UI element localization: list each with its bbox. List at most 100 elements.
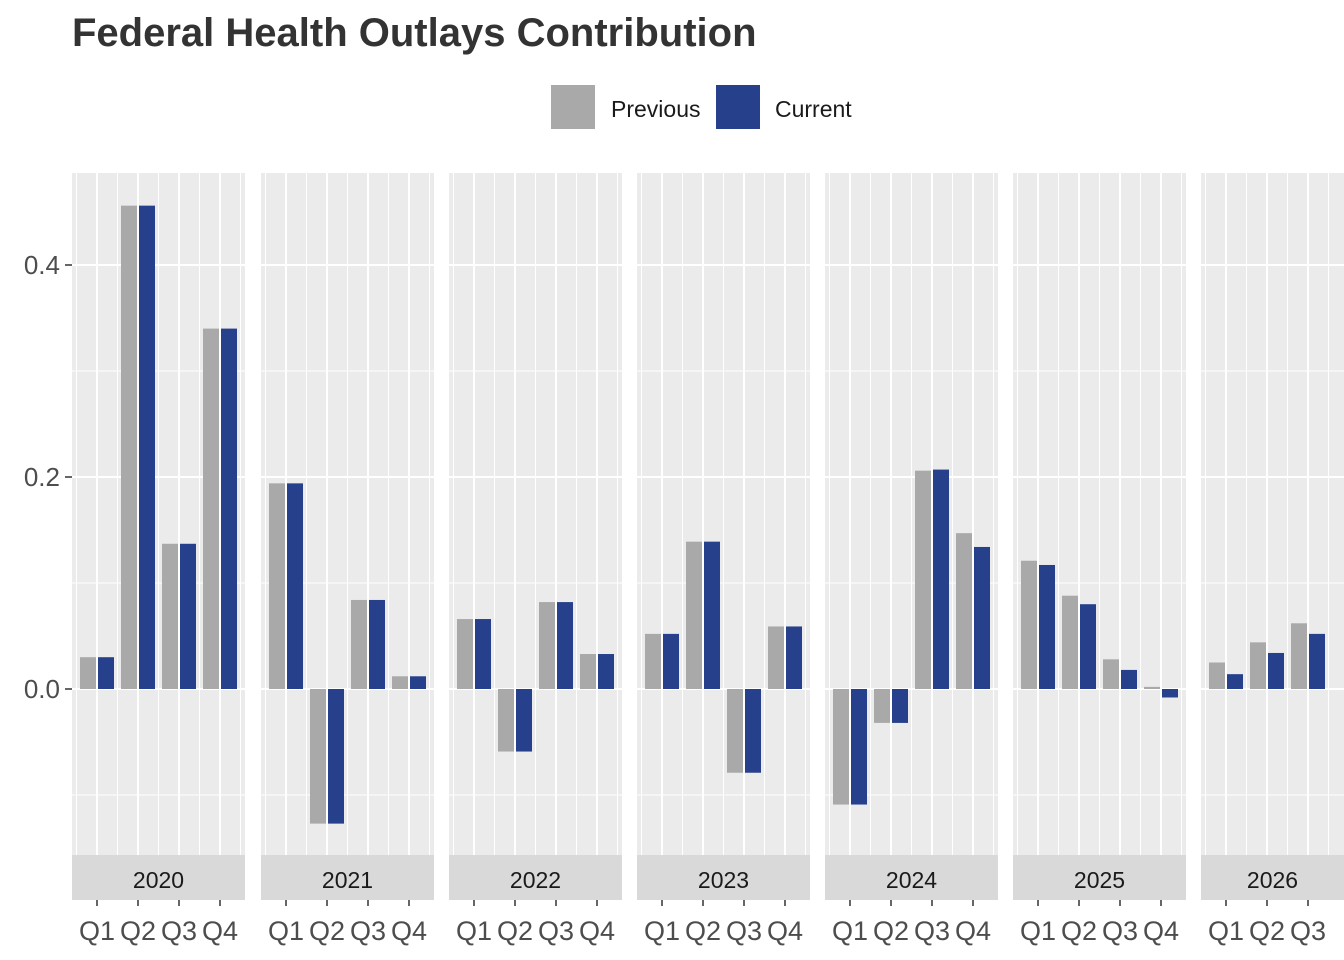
x-tick-label: Q1 bbox=[456, 916, 492, 946]
y-tick-label: 0.4 bbox=[24, 250, 60, 280]
bar-2022-Q4-current bbox=[598, 654, 614, 689]
x-tick-label: Q1 bbox=[832, 916, 868, 946]
bar-2024-Q3-current bbox=[933, 469, 949, 689]
bar-2023-Q4-current bbox=[786, 626, 802, 689]
x-tick-label: Q3 bbox=[1290, 916, 1326, 946]
bar-2022-Q2-current bbox=[516, 689, 532, 752]
bar-2020-Q2-previous bbox=[121, 205, 137, 689]
facet-strip-label: 2025 bbox=[1074, 867, 1125, 893]
x-tick-label: Q1 bbox=[1208, 916, 1244, 946]
bar-2025-Q1-previous bbox=[1021, 560, 1037, 689]
facet-strip bbox=[637, 855, 810, 900]
bar-2021-Q2-previous bbox=[310, 689, 326, 824]
facet-panel-2023: 2023 Q1 Q2 Q3 Q4 bbox=[637, 173, 810, 946]
x-tick-label: Q3 bbox=[161, 916, 197, 946]
facet-strip bbox=[1013, 855, 1186, 900]
bar-2026-Q2-current bbox=[1268, 652, 1284, 689]
bar-2023-Q2-current bbox=[704, 541, 720, 689]
bar-2023-Q3-current bbox=[745, 689, 761, 773]
x-tick-label: Q2 bbox=[685, 916, 721, 946]
bar-2025-Q2-previous bbox=[1062, 595, 1078, 689]
y-axis: 0.0 0.2 0.4 bbox=[24, 250, 72, 704]
x-tick-label: Q2 bbox=[497, 916, 533, 946]
x-tick-label: Q2 bbox=[1061, 916, 1097, 946]
x-tick-label: Q4 bbox=[955, 916, 991, 946]
facet-strip bbox=[261, 855, 434, 900]
x-tick-label: Q3 bbox=[726, 916, 762, 946]
x-tick-label: Q4 bbox=[579, 916, 615, 946]
bar-2024-Q2-previous bbox=[874, 689, 890, 723]
legend: Previous Current bbox=[551, 85, 852, 129]
x-tick-label: Q3 bbox=[1102, 916, 1138, 946]
x-tick-label: Q2 bbox=[309, 916, 345, 946]
bar-2020-Q2-current bbox=[139, 205, 155, 689]
bar-2020-Q4-current bbox=[221, 328, 237, 689]
bar-2020-Q1-current bbox=[98, 657, 114, 689]
bar-2025-Q4-current bbox=[1162, 689, 1178, 698]
facet-panel-2022: 2022 Q1 Q2 Q3 Q4 bbox=[449, 173, 622, 946]
x-tick-label: Q4 bbox=[202, 916, 238, 946]
facet-strip bbox=[825, 855, 998, 900]
y-tick-label: 0.2 bbox=[24, 462, 60, 492]
facet-strip-label: 2024 bbox=[886, 867, 937, 893]
bar-2022-Q1-previous bbox=[457, 619, 473, 689]
bar-2023-Q1-current bbox=[663, 633, 679, 689]
x-tick-label: Q1 bbox=[268, 916, 304, 946]
facet-panel-2021: 2021 Q1 Q2 Q3 Q4 bbox=[261, 173, 434, 946]
bar-2020-Q4-previous bbox=[203, 328, 219, 689]
panel-background bbox=[1201, 173, 1344, 855]
x-tick-label: Q4 bbox=[391, 916, 427, 946]
facet-strip bbox=[1201, 855, 1344, 900]
facet-panel-2020: 2020 Q1 Q2 Q3 Q4 bbox=[72, 173, 245, 946]
facet-panel-2025: 2025 Q1 Q2 Q3 Q4 bbox=[1013, 173, 1186, 946]
facet-strip-label: 2022 bbox=[510, 867, 561, 893]
bar-2021-Q4-previous bbox=[392, 676, 408, 689]
bar-2024-Q4-current bbox=[974, 546, 990, 689]
bar-2022-Q1-current bbox=[475, 619, 491, 689]
bar-2026-Q1-current bbox=[1227, 674, 1243, 689]
bar-2024-Q1-previous bbox=[833, 689, 849, 805]
bar-2021-Q3-current bbox=[369, 599, 385, 689]
x-tick-label: Q1 bbox=[1020, 916, 1056, 946]
facet-strip-label: 2026 bbox=[1247, 867, 1298, 893]
facet-strip bbox=[72, 855, 245, 900]
legend-label-previous: Previous bbox=[611, 96, 700, 122]
bar-2024-Q1-current bbox=[851, 689, 867, 805]
x-tick-label: Q2 bbox=[120, 916, 156, 946]
bar-2021-Q1-previous bbox=[269, 483, 285, 689]
x-tick-label: Q3 bbox=[914, 916, 950, 946]
bar-2023-Q2-previous bbox=[686, 541, 702, 689]
bar-2026-Q3-previous bbox=[1291, 623, 1307, 689]
bar-2025-Q1-current bbox=[1039, 564, 1055, 689]
bar-2026-Q1-previous bbox=[1209, 662, 1225, 689]
x-tick-label: Q3 bbox=[538, 916, 574, 946]
bar-2020-Q1-previous bbox=[80, 657, 96, 689]
bar-2026-Q3-current bbox=[1309, 633, 1325, 689]
x-tick-label: Q3 bbox=[350, 916, 386, 946]
facet-strip-label: 2023 bbox=[698, 867, 749, 893]
bar-2022-Q3-current bbox=[557, 602, 573, 689]
x-tick-label: Q1 bbox=[644, 916, 680, 946]
bar-2023-Q4-previous bbox=[768, 626, 784, 689]
bar-2023-Q1-previous bbox=[645, 633, 661, 689]
bar-2020-Q3-current bbox=[180, 543, 196, 689]
y-tick-label: 0.0 bbox=[24, 674, 60, 704]
bar-2024-Q4-previous bbox=[956, 533, 972, 689]
legend-label-current: Current bbox=[775, 96, 852, 122]
x-tick-label: Q2 bbox=[873, 916, 909, 946]
x-tick-label: Q1 bbox=[79, 916, 115, 946]
chart-title: Federal Health Outlays Contribution bbox=[72, 11, 757, 55]
bar-2024-Q3-previous bbox=[915, 470, 931, 689]
facet-panel-2024: 2024 Q1 Q2 Q3 Q4 bbox=[825, 173, 998, 946]
bar-2025-Q4-previous bbox=[1144, 686, 1160, 689]
legend-key-previous bbox=[551, 85, 595, 129]
x-tick-label: Q4 bbox=[767, 916, 803, 946]
bar-2025-Q3-previous bbox=[1103, 659, 1119, 689]
bar-2023-Q3-previous bbox=[727, 689, 743, 773]
x-tick-label: Q4 bbox=[1143, 916, 1179, 946]
facet-strip-label: 2020 bbox=[133, 867, 184, 893]
bar-2021-Q3-previous bbox=[351, 599, 367, 689]
bar-2024-Q2-current bbox=[892, 689, 908, 723]
bar-2021-Q2-current bbox=[328, 689, 344, 824]
